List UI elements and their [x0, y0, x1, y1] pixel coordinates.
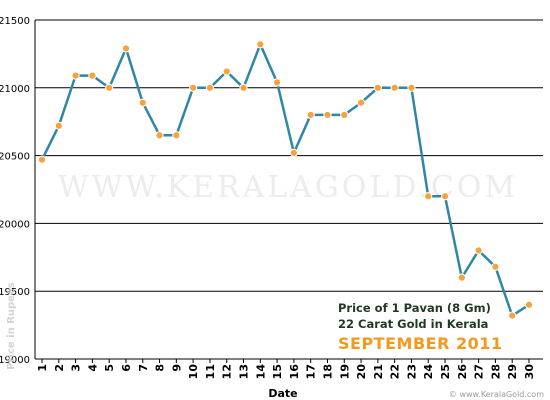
annotation-month: SEPTEMBER 2011 [338, 334, 503, 353]
x-tick-label: 5 [103, 364, 116, 372]
x-axis-ticks: 1 2 3 4 5 6 7 8 9 10 11 12 13 14 15 16 17 18 19 20 21 22 23 24 2… [36, 359, 536, 379]
x-tick-label: 28 [489, 364, 502, 379]
data-point [88, 71, 97, 80]
x-tick-label: 20 [355, 364, 368, 380]
y-tick-label: 21500 [0, 16, 30, 27]
data-point [273, 78, 282, 87]
annotation-line1: Price of 1 Pavan (8 Gm) [338, 301, 491, 315]
data-point [356, 98, 366, 107]
data-point [390, 83, 399, 92]
x-tick-label: 6 [120, 364, 133, 372]
data-point [37, 155, 47, 164]
watermark-text: WWW.KERALAGOLD.COM [58, 170, 518, 205]
x-tick-label: 17 [305, 364, 318, 379]
x-tick-label: 1 [36, 364, 49, 372]
x-tick-label: 14 [254, 364, 267, 380]
x-tick-label: 27 [473, 364, 486, 379]
data-point [222, 67, 231, 76]
x-tick-label: 15 [271, 364, 284, 379]
data-point [205, 83, 215, 92]
data-point [155, 131, 164, 140]
data-point [256, 40, 265, 49]
x-tick-label: 23 [405, 364, 418, 379]
x-tick-label: 11 [204, 364, 217, 379]
data-point [138, 98, 147, 107]
data-point [491, 262, 500, 271]
data-point [340, 110, 349, 120]
x-tick-label: 3 [70, 364, 83, 372]
data-point [289, 148, 298, 157]
y-tick-label: 20000 [0, 219, 30, 230]
x-tick-label: 9 [170, 364, 183, 372]
series-line [40, 43, 530, 317]
data-point [424, 192, 433, 201]
data-point [323, 110, 332, 120]
data-point [440, 192, 450, 201]
y-tick-label: 21000 [0, 84, 30, 95]
data-point [189, 83, 198, 92]
data-point [54, 121, 63, 130]
x-tick-label: 12 [221, 364, 234, 379]
x-axis-label: Date [268, 387, 297, 400]
x-tick-label: 21 [372, 364, 385, 379]
data-point [524, 300, 534, 309]
footer-credit: © www.KeralaGold.com [449, 390, 544, 399]
x-tick-label: 18 [321, 364, 334, 379]
x-tick-label: 16 [288, 364, 301, 380]
data-point [457, 273, 466, 282]
x-tick-label: 10 [187, 364, 200, 380]
y-axis-ticks: 19000 19500 20000 20500 21000 21500 [0, 16, 30, 366]
watermark: WWW.KERALAGOLD.COM [58, 170, 518, 205]
data-point [172, 131, 181, 140]
x-tick-label: 8 [154, 364, 167, 372]
data-point [508, 311, 517, 320]
x-tick-label: 13 [238, 364, 251, 379]
series [40, 43, 530, 317]
annotation-line2: 22 Carat Gold in Kerala [338, 317, 488, 331]
annotation: Price of 1 Pavan (8 Gm) 22 Carat Gold in… [338, 301, 503, 353]
data-point [239, 83, 248, 92]
x-tick-label: 22 [389, 364, 402, 379]
x-tick-label: 30 [523, 364, 536, 380]
data-point [306, 110, 315, 120]
x-tick-label: 26 [456, 364, 469, 380]
x-tick-label: 7 [137, 364, 150, 372]
y-tick-label: 19500 [0, 287, 30, 298]
x-tick-label: 24 [422, 364, 435, 380]
x-tick-label: 25 [439, 364, 452, 379]
x-tick-label: 4 [86, 364, 99, 372]
x-tick-label: 19 [338, 364, 351, 379]
data-points [37, 40, 534, 320]
x-tick-label: 2 [53, 364, 66, 372]
data-point [71, 71, 80, 80]
data-point [407, 83, 416, 92]
x-tick-label: 29 [506, 364, 519, 379]
y-tick-label: 19000 [0, 355, 30, 366]
y-tick-label: 20500 [0, 152, 30, 163]
data-point [373, 83, 382, 92]
y-axis-label: Price in Rupees [6, 282, 17, 369]
data-point [121, 44, 131, 53]
data-point [105, 83, 114, 92]
data-point [474, 246, 483, 255]
